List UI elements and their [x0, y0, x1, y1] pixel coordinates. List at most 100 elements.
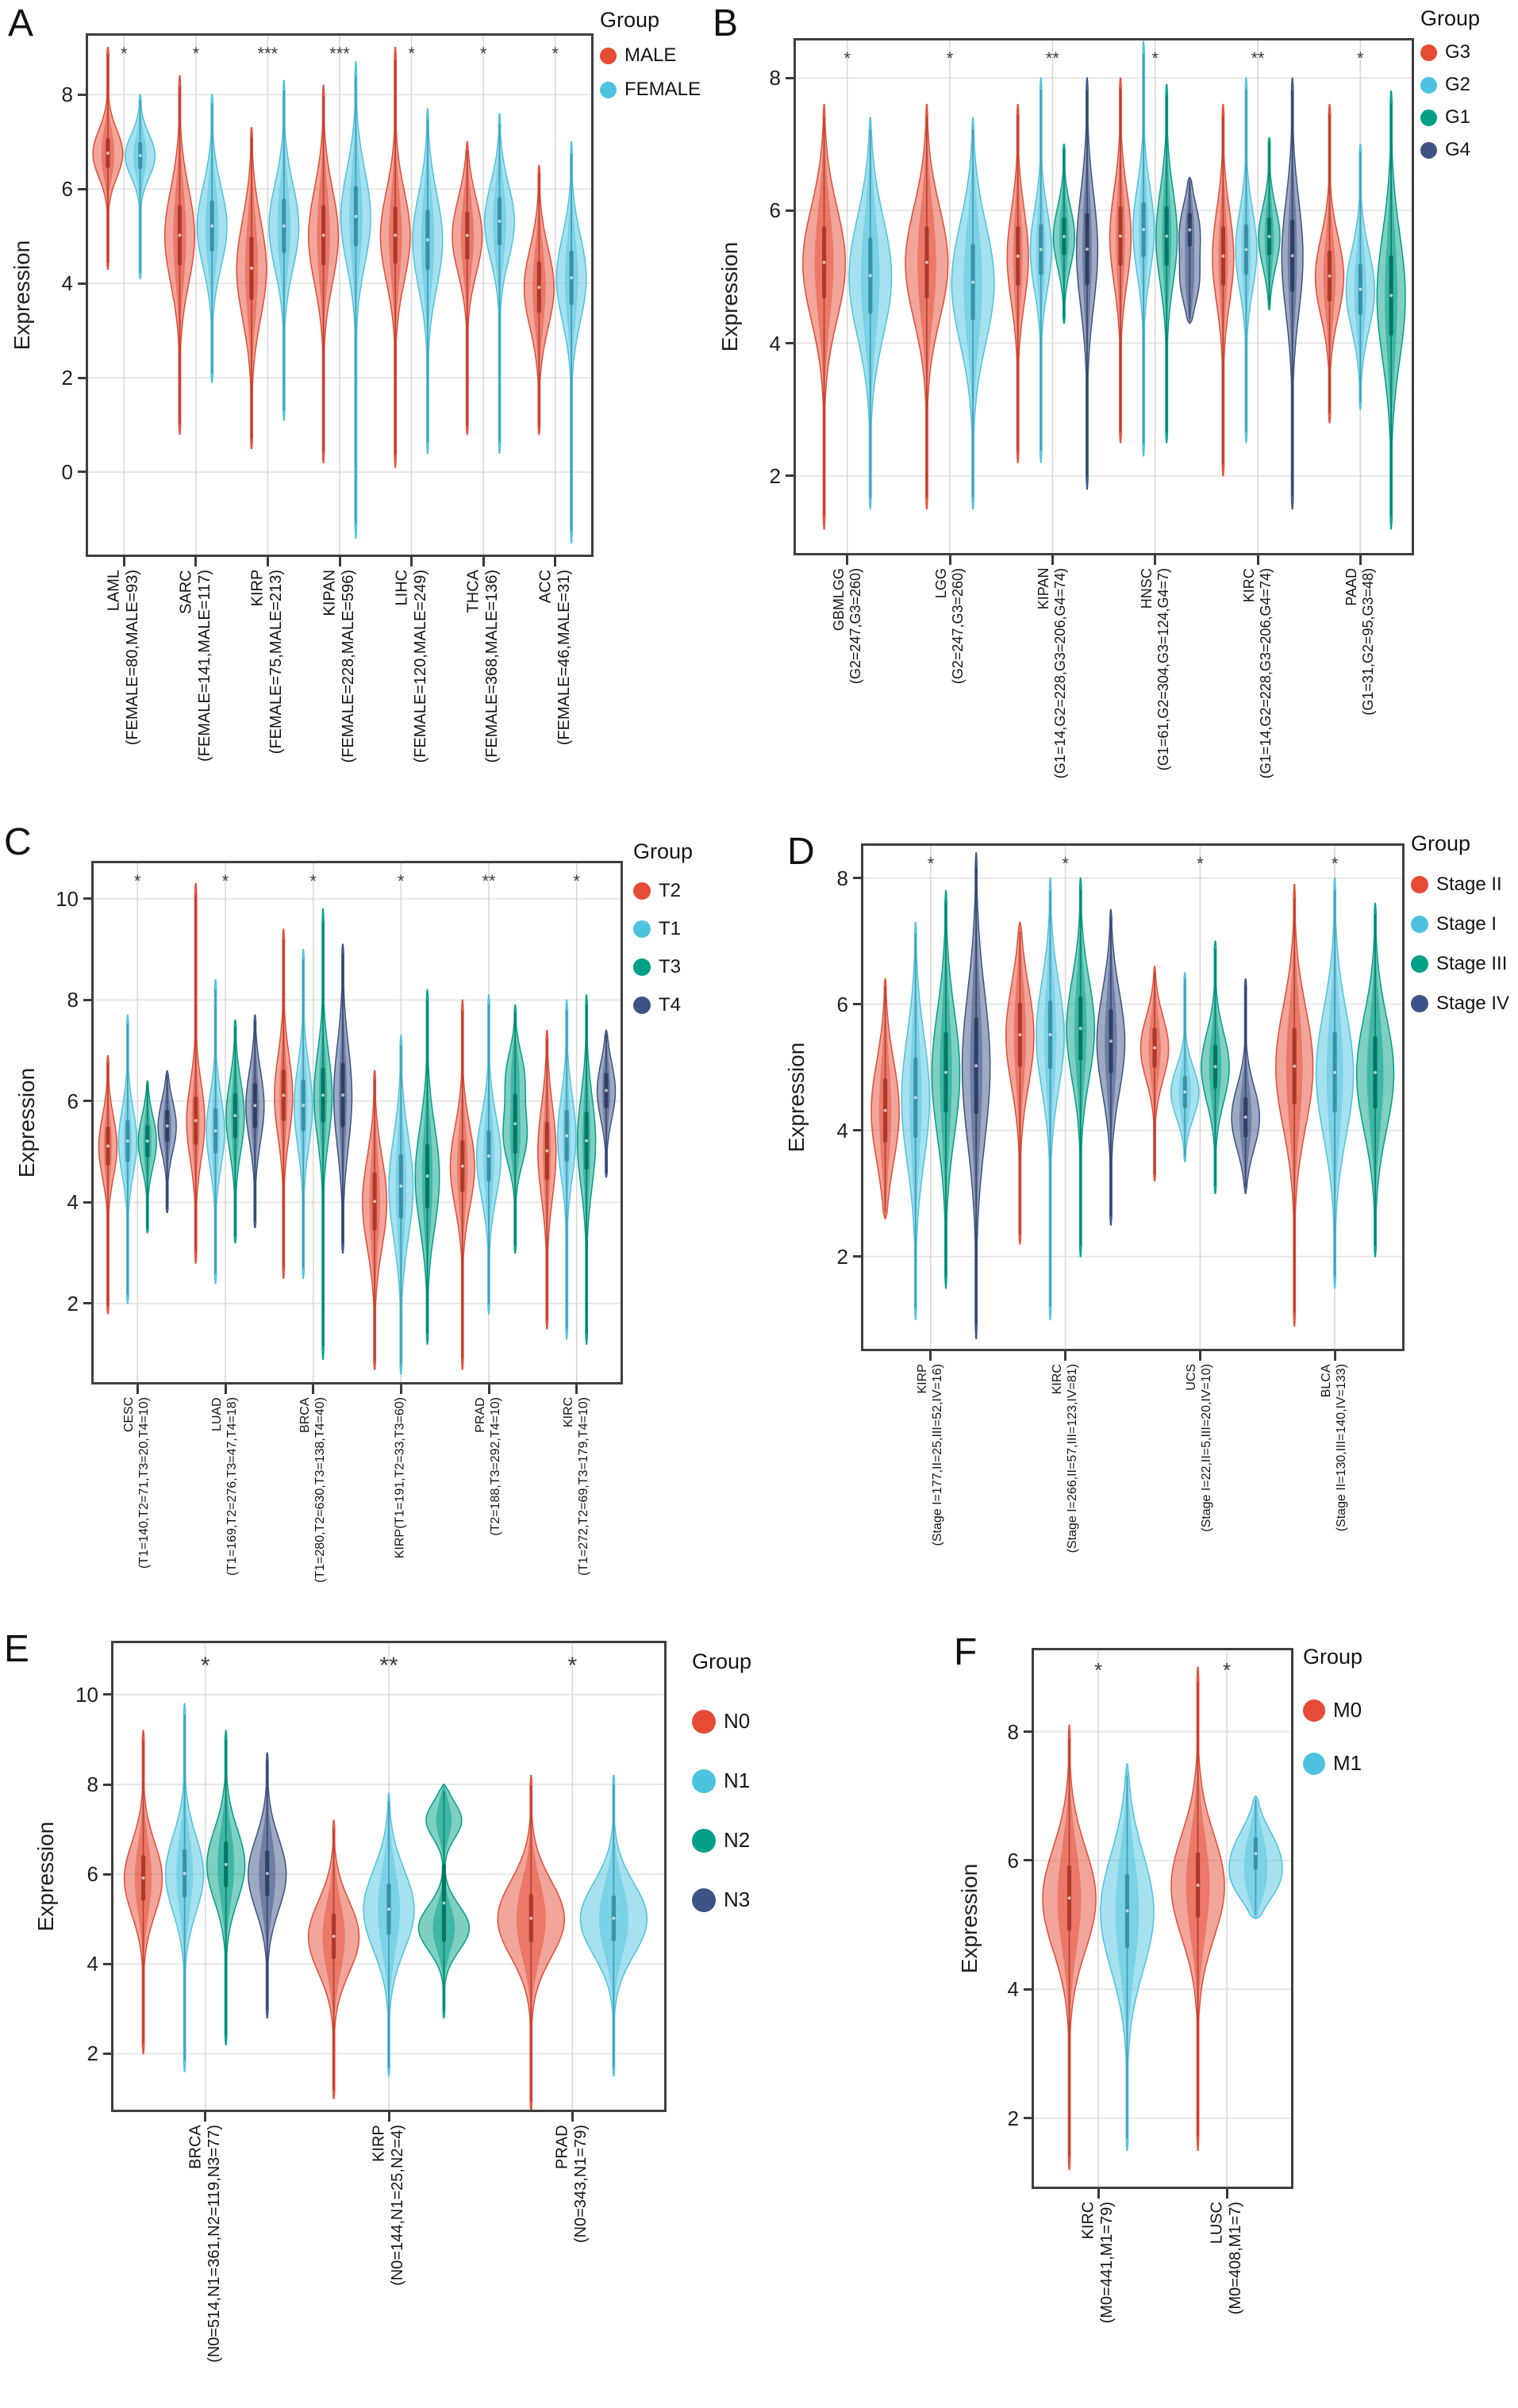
- legend-label: N3: [724, 1888, 751, 1911]
- y-tick-label-d: 8: [836, 866, 848, 890]
- legend-swatch-icon: [1420, 141, 1437, 159]
- y-tick-f: [1024, 2117, 1032, 2120]
- legend-entry-n3: N3: [692, 1888, 751, 1912]
- median-dot: [565, 1134, 569, 1138]
- legend-entry-stage-iii: Stage III: [1411, 953, 1509, 975]
- legend-entry-stage-i: Stage I: [1411, 913, 1509, 935]
- median-dot: [321, 233, 325, 237]
- panel-a: A Expression * * *** *** * * * 0 2 4 6 8 LAML (FEMALE=…: [0, 0, 706, 801]
- significance-mark-b: *: [1357, 48, 1364, 68]
- significance-mark-d: *: [1062, 854, 1069, 874]
- x-label-a: SARC (FEMALE=141,MALE=117): [177, 570, 214, 762]
- median-dot: [1067, 1896, 1071, 1900]
- x-label-a: LIHC (FEMALE=120,MALE=249): [393, 570, 430, 762]
- legend-swatch-icon: [633, 997, 651, 1014]
- y-axis-title-c: Expression: [14, 1067, 39, 1178]
- x-label-text-a: LAML (FEMALE=80,MALE=93): [105, 570, 142, 746]
- y-tick-label-f: 6: [1007, 1848, 1019, 1872]
- x-tick-a: [482, 557, 485, 566]
- median-dot: [233, 1114, 237, 1118]
- legend-label: G4: [1445, 139, 1471, 160]
- median-dot: [570, 276, 574, 280]
- legend-swatch-icon: [692, 1828, 716, 1853]
- median-dot: [1018, 1033, 1022, 1037]
- significance-mark-e: *: [201, 1653, 210, 1679]
- x-label-a: THCA (FEMALE=368,MALE=136): [465, 570, 502, 762]
- x-label-text-a: KIPAN (FEMALE=228,MALE=596): [321, 570, 357, 763]
- median-dot: [924, 260, 928, 264]
- x-label-text-a: ACC (FEMALE=46,MALE=31): [536, 570, 573, 746]
- y-tick-label-b: 8: [769, 66, 781, 90]
- panel-c-letter: C: [4, 821, 32, 863]
- median-dot: [943, 1070, 947, 1074]
- median-dot: [1085, 248, 1089, 252]
- y-tick-d: [853, 1255, 861, 1258]
- median-dot: [605, 1089, 609, 1093]
- median-dot: [498, 219, 502, 223]
- legend-f: Group M0 M1: [1303, 1645, 1362, 1776]
- median-dot: [1016, 254, 1020, 258]
- significance-mark-a: *: [408, 44, 415, 63]
- x-tick-b: [1359, 555, 1362, 565]
- significance-mark-a: ***: [329, 44, 350, 63]
- x-label-text-c: BRCA (T1=280,T2=630,T3=138,T4=40): [298, 1397, 327, 1583]
- legend-c: Group T2 T1 T3 T4: [633, 839, 693, 1016]
- significance-mark-c: *: [398, 871, 405, 891]
- x-label-a: ACC (FEMALE=46,MALE=31): [536, 570, 574, 745]
- median-dot: [183, 1872, 186, 1876]
- x-label-e: PRAD (N0=343,N1=79): [554, 2125, 591, 2243]
- plot-svg-b: * * ** * ** *: [796, 40, 1412, 553]
- x-tick-a: [554, 557, 557, 566]
- x-tick-a: [338, 557, 341, 566]
- y-tick-label-a: 0: [61, 459, 73, 484]
- x-tick-a: [266, 557, 269, 566]
- y-tick-e: [103, 1783, 111, 1786]
- y-tick-f: [1024, 1730, 1032, 1734]
- significance-mark-c: *: [134, 871, 141, 891]
- x-label-b: LGG (G2=247,G3=260): [933, 568, 967, 684]
- legend-label: G1: [1445, 106, 1471, 128]
- y-tick-b: [786, 342, 794, 344]
- legend-swatch-icon: [600, 47, 617, 64]
- median-dot: [282, 1093, 286, 1097]
- x-label-b: HNSC (G1=61,G2=304,G3=124,G4=7): [1138, 568, 1171, 770]
- legend-entry-n2: N2: [692, 1828, 751, 1853]
- y-tick-a: [78, 376, 86, 379]
- x-label-text-b: GBMLGG (G2=247,G3=260): [830, 568, 863, 685]
- y-tick-e: [103, 1693, 111, 1696]
- median-dot: [1039, 248, 1043, 252]
- median-dot: [1188, 228, 1192, 232]
- legend-swatch-icon: [1411, 876, 1428, 893]
- significance-mark-c: **: [482, 871, 496, 891]
- y-tick-label-e: 8: [86, 1772, 98, 1797]
- median-dot: [537, 286, 541, 290]
- plot-area-e: * ** *: [111, 1641, 667, 2112]
- legend-label: N0: [724, 1709, 751, 1733]
- legend-swatch-icon: [1420, 76, 1437, 94]
- x-tick-e: [387, 2112, 390, 2122]
- legend-label: FEMALE: [624, 79, 701, 100]
- x-label-b: PAAD (G1=31,G2=95,G3=48): [1343, 568, 1377, 716]
- median-dot: [125, 1139, 129, 1143]
- x-tick-c: [224, 1385, 227, 1394]
- median-dot: [194, 1119, 198, 1123]
- x-label-text-d: KIRP (Stage I=177,II=25,III=52,IV=16): [916, 1364, 944, 1546]
- y-tick-d: [853, 877, 861, 880]
- median-dot: [1109, 1039, 1113, 1043]
- median-dot: [1374, 1070, 1378, 1074]
- y-tick-c: [83, 1100, 91, 1103]
- x-tick-b: [1154, 555, 1157, 565]
- median-dot: [1078, 1027, 1082, 1031]
- y-tick-d: [853, 1129, 861, 1132]
- median-dot: [224, 1863, 228, 1866]
- y-tick-label-b: 6: [769, 198, 781, 223]
- x-label-text-a: SARC (FEMALE=141,MALE=117): [177, 570, 213, 762]
- y-tick-a: [78, 93, 86, 96]
- x-label-a: LAML (FEMALE=80,MALE=93): [106, 570, 143, 745]
- x-label-text-a: THCA (FEMALE=368,MALE=136): [464, 570, 502, 763]
- plot-svg-f: * *: [1034, 1650, 1291, 2187]
- x-tick-d: [1198, 1351, 1201, 1361]
- x-label-text-a: KIRP (FEMALE=75,MALE=213): [248, 570, 286, 755]
- y-tick-label-f: 2: [1007, 2106, 1019, 2130]
